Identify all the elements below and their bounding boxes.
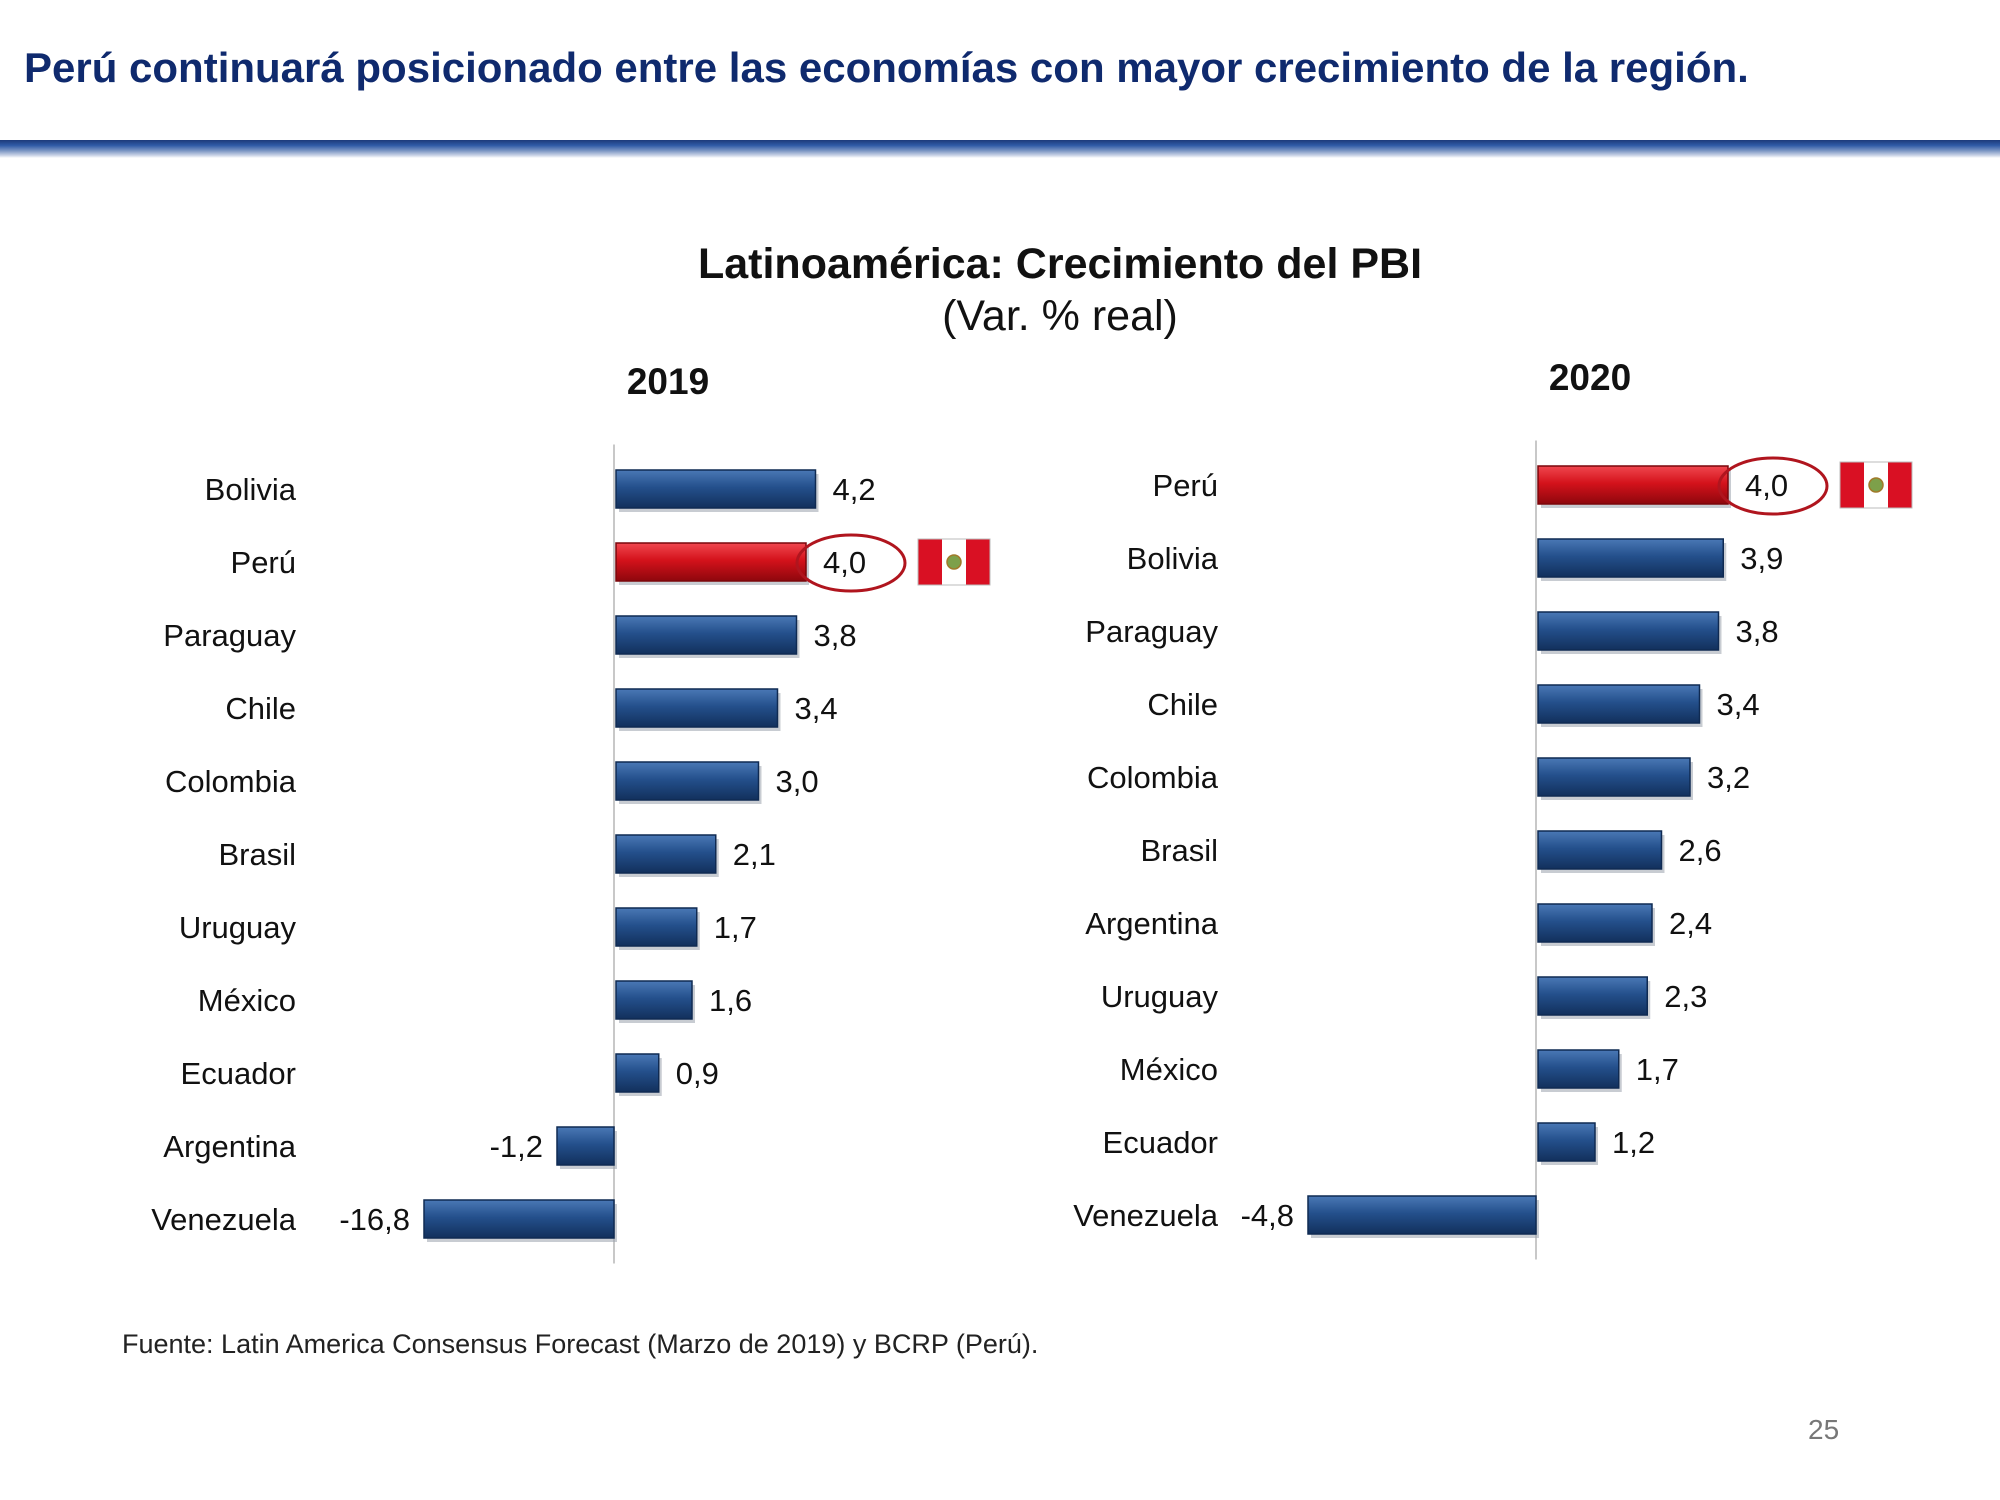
value-label: 1,2 xyxy=(1612,1125,1655,1160)
category-label: México xyxy=(198,983,296,1018)
peru-flag-icon xyxy=(917,538,991,586)
bar xyxy=(1537,1122,1596,1162)
bar xyxy=(1537,611,1720,651)
value-label: 4,2 xyxy=(833,472,876,507)
bar xyxy=(615,469,817,509)
panel-label-2019: 2019 xyxy=(627,361,709,402)
category-label: Venezuela xyxy=(151,1202,297,1237)
category-label: Venezuela xyxy=(1073,1198,1219,1233)
value-label: 1,7 xyxy=(1636,1052,1679,1087)
bar xyxy=(1537,903,1653,943)
flag-right-band xyxy=(966,539,990,585)
category-label: Perú xyxy=(231,545,296,580)
value-label: 1,6 xyxy=(709,983,752,1018)
category-label: Ecuador xyxy=(1103,1125,1218,1160)
value-label: -1,2 xyxy=(490,1129,543,1164)
bar xyxy=(1307,1195,1537,1235)
chart-layer: 2019 Bolivia 4,2 Perú 4,0 Paraguay 3,8 Chile 3,4… xyxy=(151,357,1913,1264)
category-label: Bolivia xyxy=(1127,541,1219,576)
category-label: Argentina xyxy=(1085,906,1218,941)
bar xyxy=(1537,684,1701,724)
chart-panel-2019: 2019 Bolivia 4,2 Perú 4,0 Paraguay 3,8 Chile 3,4… xyxy=(151,361,991,1264)
panel-label-2020: 2020 xyxy=(1549,357,1631,398)
peru-flag-icon xyxy=(1839,461,1913,509)
value-label: 3,2 xyxy=(1707,760,1750,795)
value-label: 1,7 xyxy=(714,910,757,945)
bar xyxy=(1537,1049,1620,1089)
value-label: 3,8 xyxy=(814,618,857,653)
bar-highlight xyxy=(1537,465,1729,505)
category-label: Brasil xyxy=(1140,833,1218,868)
category-label: México xyxy=(1120,1052,1218,1087)
category-label: Paraguay xyxy=(163,618,296,653)
bar-highlight xyxy=(615,542,807,582)
category-label: Uruguay xyxy=(179,910,297,945)
chart-title: Latinoamérica: Crecimiento del PBI xyxy=(697,240,1423,288)
chart-subtitle: (Var. % real) xyxy=(942,292,1178,340)
category-label: Argentina xyxy=(163,1129,296,1164)
flag-border xyxy=(1839,461,1913,509)
page-number: 25 xyxy=(1808,1414,1840,1445)
bar xyxy=(615,688,779,728)
highlight-circle xyxy=(1717,456,1829,516)
value-label: 4,0 xyxy=(823,545,866,580)
source-note: Fuente: Latin America Consensus Forecast… xyxy=(122,1329,1039,1359)
value-label: 2,6 xyxy=(1679,833,1722,868)
category-label: Paraguay xyxy=(1085,614,1218,649)
highlight-circle xyxy=(795,533,907,593)
value-label: -4,8 xyxy=(1241,1198,1294,1233)
flag-right-band xyxy=(1888,462,1912,508)
category-label: Ecuador xyxy=(181,1056,296,1091)
bar xyxy=(1537,830,1663,870)
value-label: 4,0 xyxy=(1745,468,1788,503)
slide-title: Perú continuará posicionado entre las ec… xyxy=(24,44,1749,91)
category-label: Chile xyxy=(225,691,296,726)
bar xyxy=(615,761,760,801)
bar xyxy=(615,980,693,1020)
category-label: Colombia xyxy=(165,764,297,799)
value-label: 3,0 xyxy=(776,764,819,799)
category-label: Uruguay xyxy=(1101,979,1219,1014)
bar xyxy=(615,1053,660,1093)
value-label: 3,4 xyxy=(1717,687,1760,722)
value-label: 3,4 xyxy=(795,691,838,726)
bar xyxy=(615,834,717,874)
flag-left-band xyxy=(918,539,942,585)
value-label: -16,8 xyxy=(339,1202,410,1237)
bar xyxy=(423,1199,615,1239)
bar xyxy=(1537,976,1648,1016)
category-label: Colombia xyxy=(1087,760,1219,795)
flag-coat-of-arms xyxy=(1868,477,1884,493)
value-label: 2,1 xyxy=(733,837,776,872)
flag-coat-of-arms xyxy=(946,554,962,570)
bar xyxy=(615,615,798,655)
value-label: 0,9 xyxy=(676,1056,719,1091)
title-rule xyxy=(0,140,2000,158)
bar xyxy=(1537,757,1691,797)
category-label: Perú xyxy=(1153,468,1218,503)
value-label: 2,4 xyxy=(1669,906,1712,941)
category-label: Brasil xyxy=(218,837,296,872)
value-label: 3,8 xyxy=(1736,614,1779,649)
chart-panel-2020: 2020 Perú 4,0 Bolivia 3,9 Paraguay 3,8 Chile 3,4… xyxy=(1073,357,1913,1260)
bar xyxy=(1537,538,1724,578)
category-label: Bolivia xyxy=(205,472,297,507)
category-label: Chile xyxy=(1147,687,1218,722)
value-label: 3,9 xyxy=(1740,541,1783,576)
flag-left-band xyxy=(1840,462,1864,508)
value-label: 2,3 xyxy=(1664,979,1707,1014)
flag-border xyxy=(917,538,991,586)
bar xyxy=(615,907,698,947)
bar xyxy=(556,1126,615,1166)
